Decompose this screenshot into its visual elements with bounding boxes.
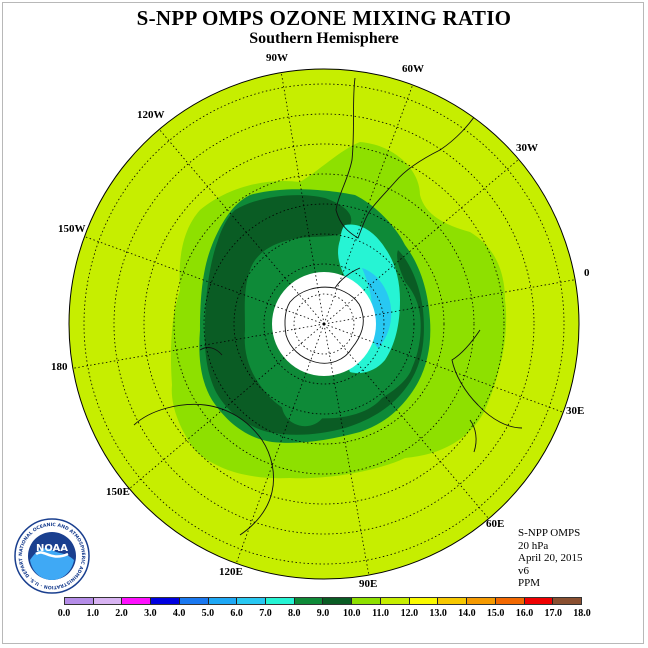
map-border xyxy=(68,68,580,580)
new-zealand-coast xyxy=(199,347,223,356)
south-america-coast xyxy=(335,77,481,239)
colorbar-tick-label: 11.0 xyxy=(372,608,390,619)
colorbar-tick-label: 3.0 xyxy=(144,608,157,619)
lon-label-120w: 120W xyxy=(137,109,165,121)
colorbar-tick-label: 5.0 xyxy=(201,608,215,619)
colorbar-segment-14 xyxy=(467,598,496,604)
lon-label-60e: 60E xyxy=(486,518,505,530)
info-block: S-NPP OMPS 20 hPa April 20, 2015 v6 PPM xyxy=(518,527,582,590)
madagascar-coast xyxy=(469,419,477,453)
colorbar-segment-0 xyxy=(65,598,94,604)
colorbar-segment-9 xyxy=(323,598,353,604)
colorbar-segment-4 xyxy=(179,598,209,604)
info-version: v6 xyxy=(518,564,529,577)
lon-label-90w: 90W xyxy=(266,52,288,64)
colorbar-segment-17 xyxy=(553,598,581,604)
colorbar-tick-label: 2.0 xyxy=(115,608,128,619)
colorbar-tick-label: 10.0 xyxy=(343,608,361,619)
antarctica-coast xyxy=(284,267,364,364)
inner-green-patch xyxy=(281,385,327,427)
lon-label-180: 180 xyxy=(51,361,68,373)
colorbar-tick-label: 17.0 xyxy=(544,608,562,619)
south-pole-point xyxy=(322,322,326,326)
map-subtitle: Southern Hemisphere xyxy=(249,30,399,47)
colorbar-tick-label: 1.0 xyxy=(86,608,100,619)
colorbar-segment-5 xyxy=(208,598,238,604)
colorbar-segment-12 xyxy=(409,598,439,604)
colorbar-tick-label: 12.0 xyxy=(400,608,419,619)
colorbar-tick-label: 16.0 xyxy=(515,608,534,619)
lon-label-60w: 60W xyxy=(402,63,424,75)
info-level: 20 hPa xyxy=(518,539,549,552)
lon-label-120e: 120E xyxy=(219,566,243,578)
colorbar-tick-label: 14.0 xyxy=(458,608,476,619)
colorbar-tick-label: 7.0 xyxy=(259,608,272,619)
colorbar-tick-label: 6.0 xyxy=(230,608,243,619)
colorbar-segment-11 xyxy=(380,598,410,604)
info-instrument: S-NPP OMPS xyxy=(518,527,581,539)
noaa-logo-text: NOAA xyxy=(36,543,68,554)
colorbar-tick-label: 4.0 xyxy=(172,608,186,619)
colorbar-tick-label: 8.0 xyxy=(287,608,301,619)
colorbar-segment-7 xyxy=(266,598,295,604)
australia-coast xyxy=(133,403,274,536)
map-title: S-NPP OMPS OZONE MIXING RATIO xyxy=(136,6,512,30)
colorbar-segment-10 xyxy=(352,598,381,604)
colorbar-segment-13 xyxy=(438,598,468,604)
lon-label-0: 0 xyxy=(584,267,590,279)
inner-green-patch-2 xyxy=(254,343,271,372)
lon-label-90e: 90E xyxy=(359,578,378,590)
africa-coast xyxy=(451,329,523,429)
colorbar-segment-2 xyxy=(122,598,152,604)
colorbar xyxy=(64,597,582,605)
info-units: PPM xyxy=(518,577,541,589)
colorbar-segment-1 xyxy=(93,598,123,604)
colorbar-segment-3 xyxy=(151,598,180,604)
lon-label-150w: 150W xyxy=(58,223,86,235)
lon-label-30e: 30E xyxy=(566,405,585,417)
colorbar-segment-8 xyxy=(294,598,324,604)
colorbar-segment-6 xyxy=(237,598,267,604)
lon-label-150e: 150E xyxy=(106,486,130,498)
lon-label-30w: 30W xyxy=(516,142,538,154)
colorbar-segment-16 xyxy=(524,598,554,604)
coastlines xyxy=(133,77,523,536)
colorbar-tick-label: 18.0 xyxy=(573,608,591,619)
colorbar-tick-label: 13.0 xyxy=(429,608,447,619)
noaa-logo: NATIONAL OCEANIC AND ATMOSPHERIC ADMINIS… xyxy=(14,518,90,594)
colorbar-segment-15 xyxy=(495,598,525,604)
info-date: April 20, 2015 xyxy=(518,552,583,564)
colorbar-tick-label: 15.0 xyxy=(486,608,505,619)
colorbar-tick-label: 9.0 xyxy=(316,608,330,619)
map-disc xyxy=(69,69,579,579)
graticule xyxy=(69,70,579,577)
colorbar-tick-label: 0.0 xyxy=(57,608,71,619)
